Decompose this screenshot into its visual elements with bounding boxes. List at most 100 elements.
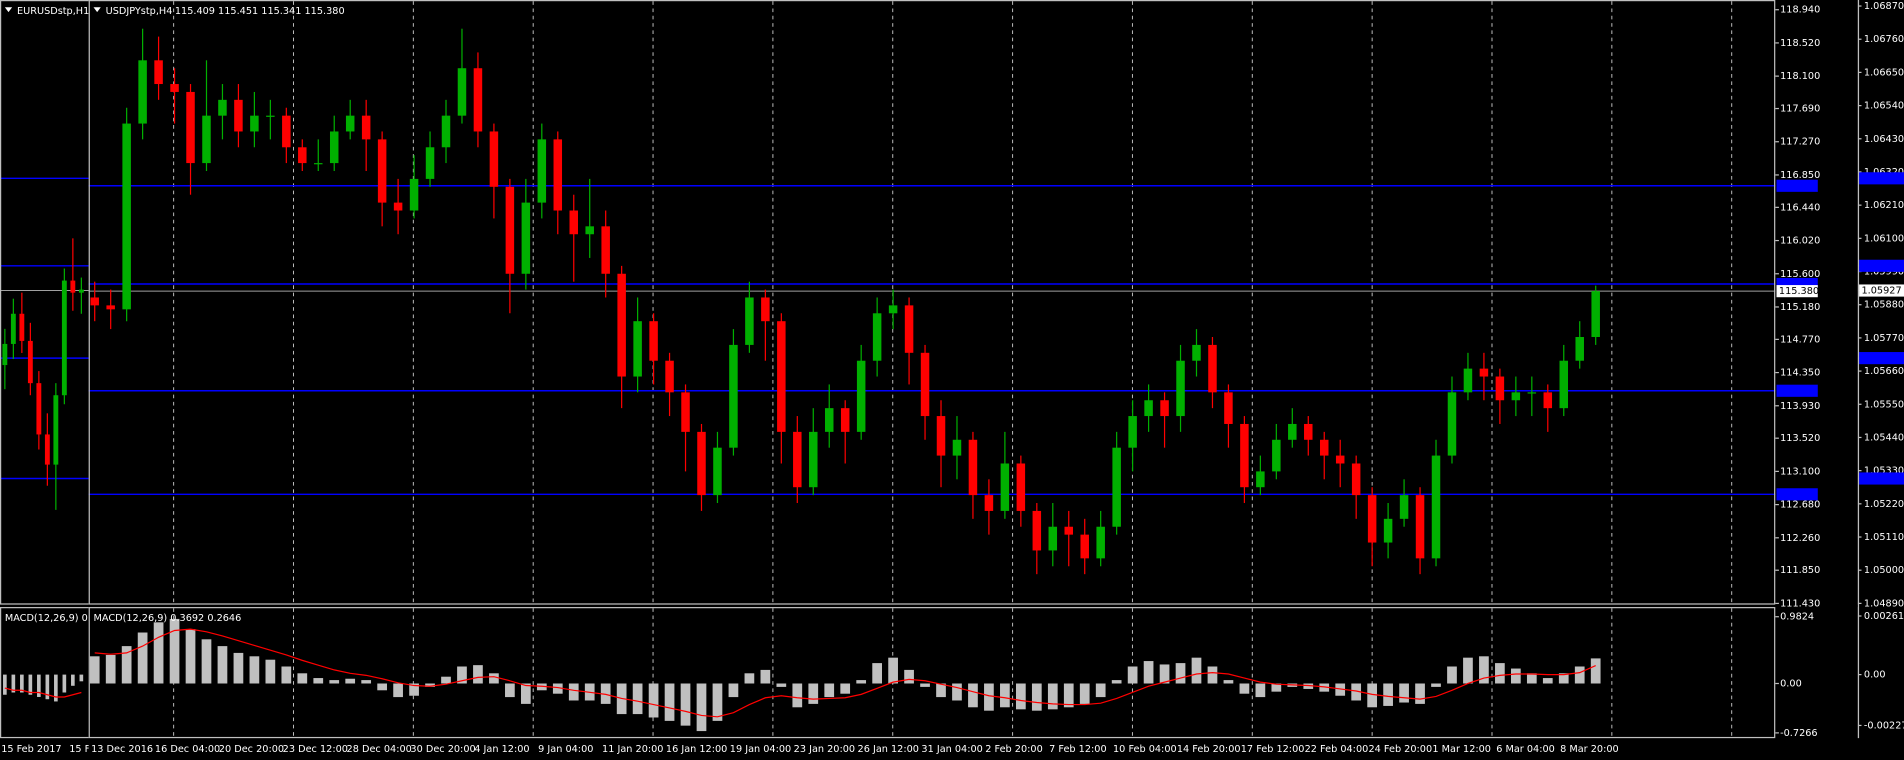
- pane-frame: [88, 607, 1776, 739]
- y-tick-label: 116.850: [1780, 170, 1820, 181]
- x-tick-label: 14 Feb 20:00: [1177, 744, 1241, 755]
- candle-body: [1128, 416, 1137, 448]
- macd-bar: [313, 678, 324, 684]
- candle-body: [1367, 495, 1377, 543]
- x-tick-label: 23 Jan 20:00: [794, 744, 855, 755]
- candle-body: [186, 91, 195, 164]
- macd-bar: [712, 683, 723, 721]
- macd-bar: [265, 659, 276, 684]
- candle-body: [1288, 423, 1297, 440]
- y-tick-label: 116.020: [1780, 236, 1820, 247]
- candle-body: [1048, 526, 1058, 551]
- macd-bar: [1558, 673, 1569, 684]
- candle-body: [872, 313, 882, 361]
- candle-body: [968, 439, 978, 496]
- candle-body: [569, 210, 578, 235]
- candle-body: [138, 60, 147, 124]
- candle-body: [1176, 360, 1185, 417]
- level-label-box: [1859, 472, 1904, 485]
- macd-bar: [936, 683, 946, 698]
- macd-bar: [920, 683, 930, 687]
- window-title: USDJPYstp,H4: [106, 6, 173, 17]
- macd-bar: [1495, 663, 1505, 684]
- macd-bar: [1510, 668, 1521, 684]
- candle-body: [777, 321, 786, 432]
- macd-bar: [1319, 683, 1330, 692]
- macd-bar: [1000, 683, 1010, 708]
- level-label-box: [1859, 172, 1904, 185]
- macd-bar: [1590, 658, 1601, 684]
- candle-body: [1479, 368, 1489, 377]
- chart-window: [88, 0, 1858, 760]
- candle-body: [170, 84, 179, 92]
- candle-body: [1160, 400, 1169, 417]
- x-tick-label: 7 Feb 12:00: [1049, 744, 1106, 755]
- candle-body: [1256, 471, 1265, 488]
- candle-body: [681, 392, 690, 432]
- macd-bar: [1063, 683, 1074, 708]
- y-tick-label: 1.06100: [1864, 233, 1904, 244]
- last-price-label: 115.380: [1779, 286, 1819, 297]
- y-tick-label: -0.7266: [1780, 728, 1817, 739]
- candle-body: [904, 305, 914, 353]
- macd-bar: [1191, 657, 1202, 684]
- y-tick-label: 112.680: [1780, 500, 1820, 511]
- y-tick-label: 1.05000: [1864, 565, 1904, 576]
- candle-body: [78, 289, 84, 293]
- candle-body: [425, 147, 435, 179]
- macd-bar: [137, 632, 148, 684]
- x-tick-label: 22 Feb 04:00: [1305, 744, 1369, 755]
- candle-body: [1272, 439, 1281, 472]
- macd-bar: [984, 683, 994, 711]
- candle-body: [713, 447, 722, 496]
- macd-bar: [54, 674, 58, 702]
- y-tick-label: 1.06650: [1864, 67, 1904, 78]
- macd-bar: [904, 669, 914, 684]
- candle-body: [1192, 344, 1201, 361]
- x-tick-label: 31 Jan 04:00: [921, 744, 982, 755]
- level-label-box: [1776, 384, 1818, 397]
- candle-body: [1000, 463, 1010, 511]
- macd-bar: [1367, 683, 1377, 708]
- y-tick-label: 113.520: [1780, 433, 1820, 444]
- candle-body: [218, 99, 227, 116]
- macd-bar: [728, 683, 739, 698]
- candle-body: [1415, 495, 1425, 559]
- candle-body: [44, 434, 50, 465]
- macd-bar: [393, 683, 403, 698]
- candle-body: [856, 360, 866, 432]
- y-tick-label: 1.04890: [1864, 598, 1904, 609]
- y-tick-label: 1.05550: [1864, 399, 1904, 410]
- candle-body: [936, 416, 946, 456]
- macd-bar: [489, 673, 499, 684]
- y-tick-label: 0.002619: [1864, 611, 1904, 622]
- last-price-label: 1.05927: [1862, 286, 1902, 297]
- y-tick-label: 1.05660: [1864, 366, 1904, 377]
- candle-body: [633, 321, 642, 377]
- y-tick-label: 114.770: [1780, 334, 1820, 345]
- y-tick-label: 116.440: [1780, 202, 1820, 213]
- x-tick-label: 13 Dec 2016: [91, 744, 153, 755]
- candle-body: [234, 99, 243, 132]
- level-label-box: [1776, 179, 1818, 192]
- candle-body: [1064, 526, 1074, 535]
- x-tick-label: 11 Jan 20:00: [602, 744, 663, 755]
- candle-body: [745, 297, 754, 345]
- candle-body: [1431, 455, 1441, 559]
- macd-bar: [409, 683, 419, 696]
- macd-bar: [1574, 666, 1585, 684]
- candle-body: [1335, 455, 1345, 464]
- macd-bar: [1015, 683, 1026, 710]
- candle-body: [601, 226, 610, 274]
- macd-bar: [952, 683, 962, 701]
- candle-body: [345, 115, 355, 132]
- macd-bar: [441, 676, 451, 684]
- macd-bar: [89, 656, 100, 684]
- x-tick-label: 15 F: [69, 744, 90, 755]
- candle-body: [1383, 518, 1393, 543]
- candle-body: [1224, 392, 1233, 424]
- candle-body: [2, 343, 8, 366]
- macd-bar: [1447, 666, 1457, 684]
- candle-body: [61, 280, 67, 396]
- candle-body: [1144, 400, 1153, 417]
